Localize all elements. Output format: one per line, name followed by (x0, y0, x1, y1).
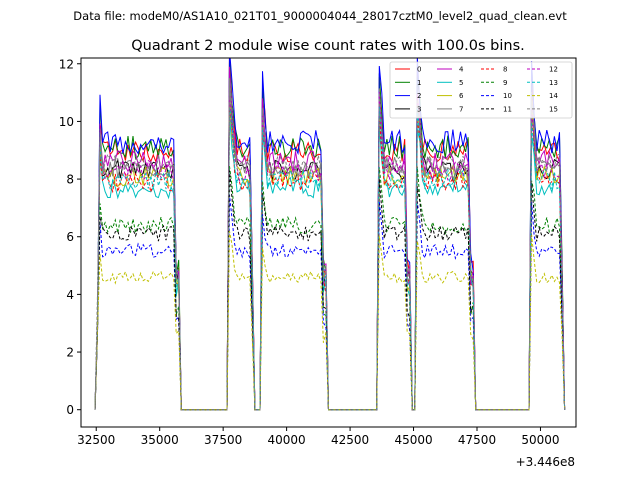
x-tick-label: 40000 (268, 433, 306, 447)
y-tick-label: 6 (66, 230, 74, 244)
y-tick-label: 10 (59, 115, 74, 129)
y-tick-label: 12 (59, 57, 74, 71)
x-tick-label: 35000 (141, 433, 179, 447)
y-tick-label: 0 (66, 403, 74, 417)
x-tick-label: 47500 (458, 433, 496, 447)
x-tick-label: 45000 (394, 433, 432, 447)
chart-title: Quadrant 2 module wise count rates with … (131, 38, 525, 54)
legend-label-4: 4 (459, 66, 464, 74)
x-offset-label: +3.446e8 (516, 455, 575, 469)
legend-label-3: 3 (417, 105, 421, 113)
legend-label-5: 5 (459, 79, 463, 87)
y-tick-label: 2 (66, 346, 74, 360)
legend-label-0: 0 (417, 66, 421, 74)
series-line-14 (94, 231, 566, 411)
y-tick-label: 4 (66, 288, 74, 302)
plot-frame (80, 57, 577, 428)
series-line-15 (94, 79, 566, 411)
y-axis: 0 2 4 6 8 10 12 (59, 57, 81, 417)
legend-frame (389, 61, 573, 119)
x-tick-label: 32500 (77, 433, 115, 447)
x-tick-label: 42500 (331, 433, 369, 447)
legend-label-9: 9 (503, 79, 507, 87)
y-tick-label: 8 (66, 173, 74, 187)
legend-label-15: 15 (549, 105, 558, 113)
legend-label-10: 10 (503, 92, 512, 100)
legend-label-6: 6 (459, 92, 464, 100)
series-line-13 (94, 106, 566, 411)
x-axis: 32500 35000 37500 40000 42500 45000 47500 50000 (77, 427, 560, 447)
legend-label-13: 13 (549, 79, 558, 87)
series-layer (94, 58, 566, 411)
legend-label-2: 2 (417, 92, 421, 100)
suptitle: Data file: modeM0/AS1A10_021T01_90000040… (73, 9, 567, 23)
x-tick-label: 50000 (521, 433, 559, 447)
legend-label-7: 7 (459, 105, 463, 113)
x-tick-label: 37500 (204, 433, 242, 447)
legend-label-12: 12 (549, 66, 558, 74)
legend-label-11: 11 (503, 105, 512, 113)
legend-label-1: 1 (417, 79, 421, 87)
series-line-10 (94, 194, 566, 411)
legend-label-14: 14 (549, 92, 558, 100)
legend-label-8: 8 (503, 66, 507, 74)
